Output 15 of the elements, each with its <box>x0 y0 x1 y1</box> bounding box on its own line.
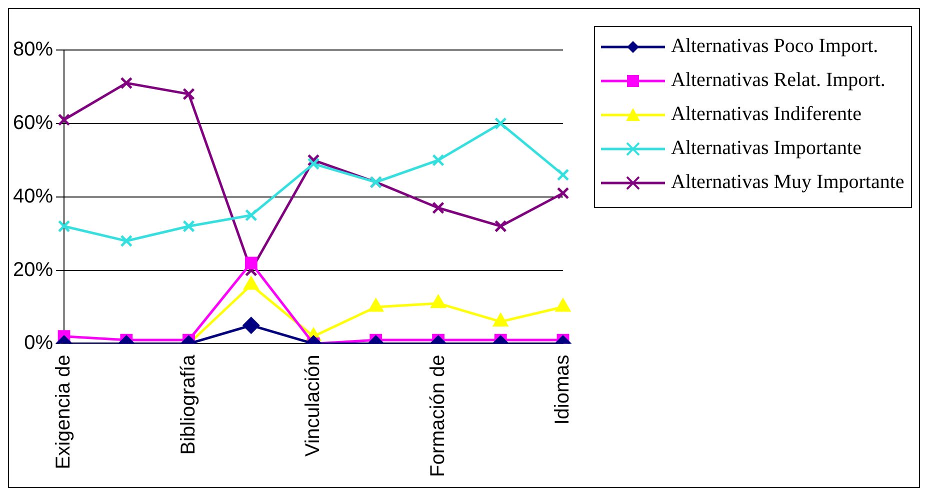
legend-label: Alternativas Relat. Import. <box>671 68 886 93</box>
x-tick-label: Bibliografía <box>177 354 200 455</box>
legend-label: Alternativas Poco Import. <box>671 34 878 59</box>
y-tick-label: 40% <box>13 185 54 208</box>
x-tick-label: Idiomas <box>552 354 574 425</box>
y-tick-label: 60% <box>13 112 54 134</box>
y-tick-label: 80% <box>13 38 54 61</box>
x-tick-label: Vinculación <box>302 354 324 457</box>
x-tick-label: Exigencia de <box>52 354 75 470</box>
legend-label: Alternativas Muy Importante <box>671 170 904 195</box>
x-tick-label: Formación de <box>426 354 449 478</box>
legend-label: Alternativas Indiferente <box>671 102 862 127</box>
y-tick-label: 20% <box>13 258 54 281</box>
legend-label: Alternativas Importante <box>671 136 862 161</box>
y-tick-label: 0% <box>24 332 54 354</box>
